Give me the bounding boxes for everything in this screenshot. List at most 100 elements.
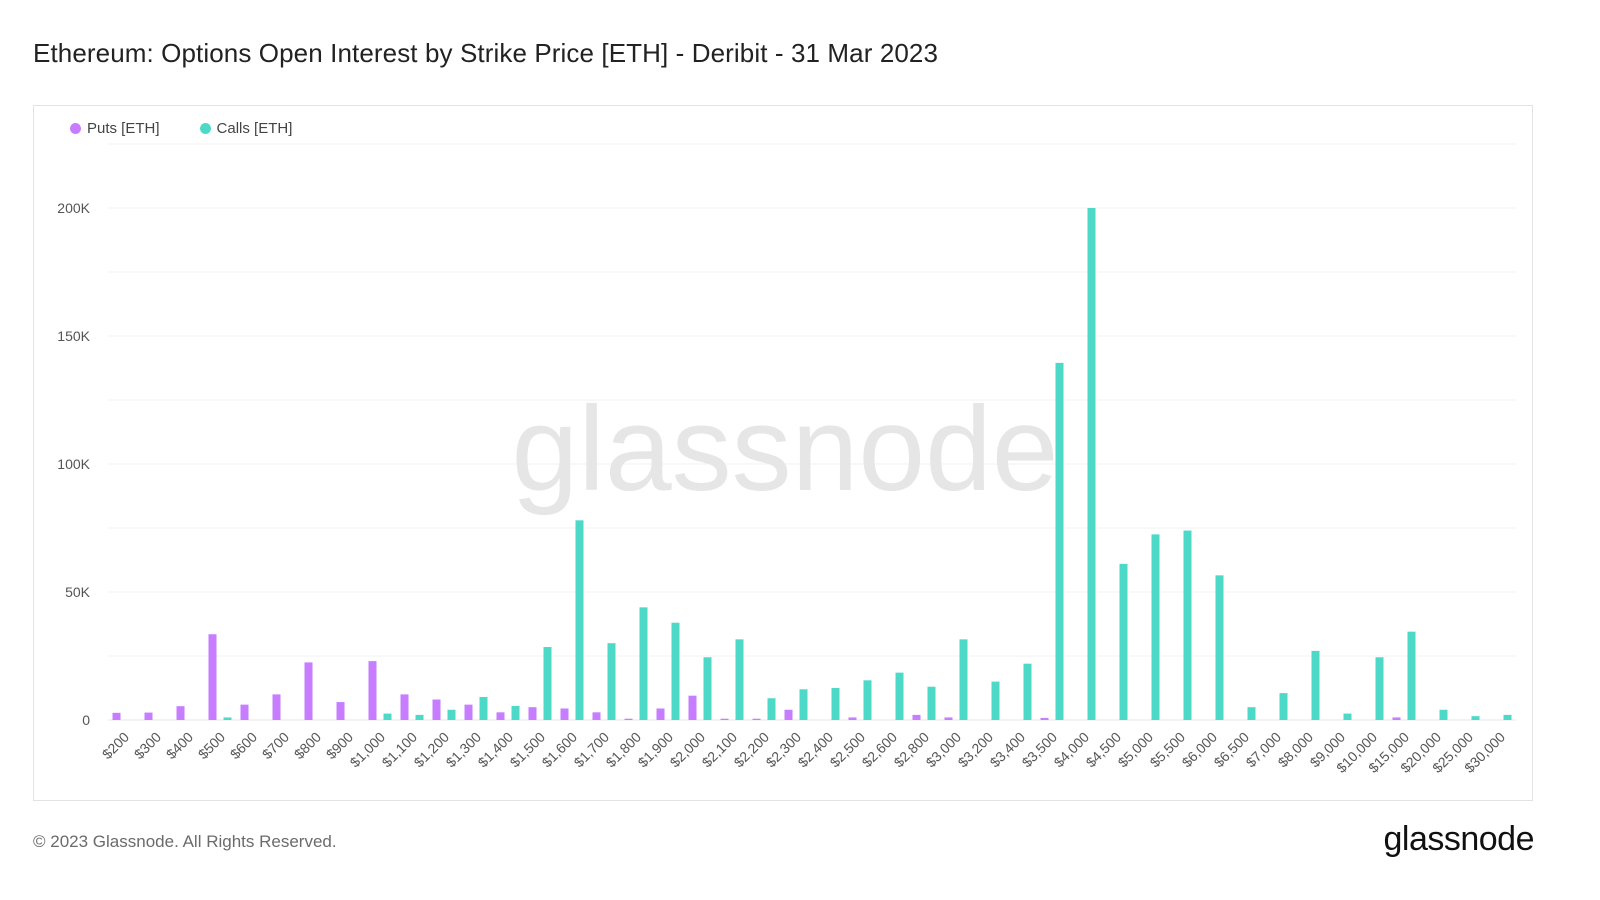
x-tick-label: $3,200 — [955, 729, 997, 771]
bar-calls — [1439, 709, 1448, 720]
bar-calls — [1151, 534, 1160, 720]
x-tick-label: $7,000 — [1243, 729, 1285, 771]
bar-puts — [272, 694, 281, 720]
bar-puts — [368, 661, 377, 720]
bar-puts — [720, 718, 729, 720]
y-tick-label: 200K — [57, 200, 90, 216]
bar-calls — [1183, 530, 1192, 720]
bar-calls — [511, 705, 520, 720]
legend-label-puts: Puts [ETH] — [87, 120, 160, 137]
bar-calls — [1471, 716, 1480, 720]
x-tick-label: $3,000 — [923, 729, 965, 771]
watermark: glassnode — [511, 382, 1058, 516]
bar-calls — [799, 689, 808, 720]
x-tick-label: $500 — [195, 729, 228, 762]
legend-item-puts[interactable]: Puts [ETH] — [70, 120, 160, 137]
bar-calls — [863, 680, 872, 720]
x-tick-label: $1,100 — [379, 729, 421, 771]
bar-puts — [528, 707, 537, 720]
bar-calls — [607, 643, 616, 720]
bar-puts — [112, 712, 121, 720]
bar-puts — [144, 712, 153, 720]
bar-puts — [624, 718, 633, 720]
glassnode-logo[interactable]: glassnode — [1383, 820, 1534, 858]
bar-calls — [575, 520, 584, 720]
x-tick-label: $400 — [163, 729, 196, 762]
x-tick-label: $2,600 — [859, 729, 901, 771]
bar-calls — [1343, 713, 1352, 720]
x-tick-label: $1,600 — [539, 729, 581, 771]
x-tick-label: $2,400 — [795, 729, 837, 771]
bar-puts — [656, 708, 665, 720]
x-tick-label: $6,000 — [1179, 729, 1221, 771]
bar-calls — [735, 639, 744, 720]
copyright-text: © 2023 Glassnode. All Rights Reserved. — [33, 832, 337, 851]
y-tick-label: 100K — [57, 456, 90, 472]
bar-calls — [959, 639, 968, 720]
bar-calls — [895, 672, 904, 720]
x-tick-label: $3,400 — [987, 729, 1029, 771]
chart-legend: Puts [ETH] Calls [ETH] — [70, 120, 292, 137]
bar-calls — [639, 607, 648, 720]
bar-puts — [1040, 717, 1049, 720]
x-tick-label: $2,100 — [699, 729, 741, 771]
x-tick-label: $2,000 — [667, 729, 709, 771]
x-tick-label: $1,200 — [411, 729, 453, 771]
x-tick-label: $3,500 — [1019, 729, 1061, 771]
bar-calls — [991, 681, 1000, 720]
bar-puts — [464, 704, 473, 720]
bar-puts — [176, 706, 185, 720]
x-tick-label: $1,300 — [443, 729, 485, 771]
x-tick-label: $5,500 — [1147, 729, 1189, 771]
bar-puts — [240, 704, 249, 720]
bar-calls — [1407, 631, 1416, 720]
bar-puts — [592, 712, 601, 720]
bar-calls — [223, 717, 232, 720]
bar-puts — [496, 712, 505, 720]
bar-calls — [1087, 208, 1096, 720]
x-tick-label: $200 — [99, 729, 132, 762]
bar-puts — [1392, 717, 1401, 720]
x-tick-label: $8,000 — [1275, 729, 1317, 771]
x-tick-label: $1,700 — [571, 729, 613, 771]
legend-dot-puts — [70, 123, 81, 134]
bar-puts — [912, 714, 921, 720]
bar-calls — [767, 698, 776, 720]
bar-calls — [831, 688, 840, 720]
x-tick-label: $2,800 — [891, 729, 933, 771]
chart-title: Ethereum: Options Open Interest by Strik… — [33, 38, 939, 68]
bar-puts — [304, 662, 313, 720]
bar-calls — [1375, 657, 1384, 720]
x-tick-label: $4,000 — [1051, 729, 1093, 771]
bar-puts — [208, 634, 217, 720]
bar-calls — [415, 714, 424, 720]
x-tick-label: $1,500 — [507, 729, 549, 771]
bar-calls — [703, 657, 712, 720]
bar-calls — [1247, 707, 1256, 720]
x-tick-label: $1,900 — [635, 729, 677, 771]
x-tick-label: $1,000 — [347, 729, 389, 771]
y-tick-label: 150K — [57, 328, 90, 344]
bar-calls — [1215, 575, 1224, 720]
bar-calls — [543, 647, 552, 720]
legend-dot-calls — [199, 123, 211, 134]
legend-label-calls: Calls [ETH] — [216, 120, 293, 137]
bar-calls — [1119, 563, 1128, 720]
bar-puts — [432, 699, 441, 720]
bar-calls — [383, 713, 392, 720]
x-tick-label: $2,500 — [827, 729, 869, 771]
x-tick-label: $6,500 — [1211, 729, 1253, 771]
bar-puts — [688, 695, 697, 720]
x-tick-label: $2,200 — [731, 729, 773, 771]
x-tick-label: $1,800 — [603, 729, 645, 771]
legend-item-calls[interactable]: Calls [ETH] — [199, 120, 293, 137]
bar-puts — [784, 709, 793, 720]
y-tick-label: 50K — [65, 584, 91, 600]
bar-calls — [671, 622, 680, 720]
bar-puts — [944, 717, 953, 720]
y-tick-label: 0 — [82, 712, 90, 728]
x-tick-label: $600 — [227, 729, 260, 762]
bar-puts — [752, 718, 761, 720]
bar-calls — [1055, 362, 1064, 720]
